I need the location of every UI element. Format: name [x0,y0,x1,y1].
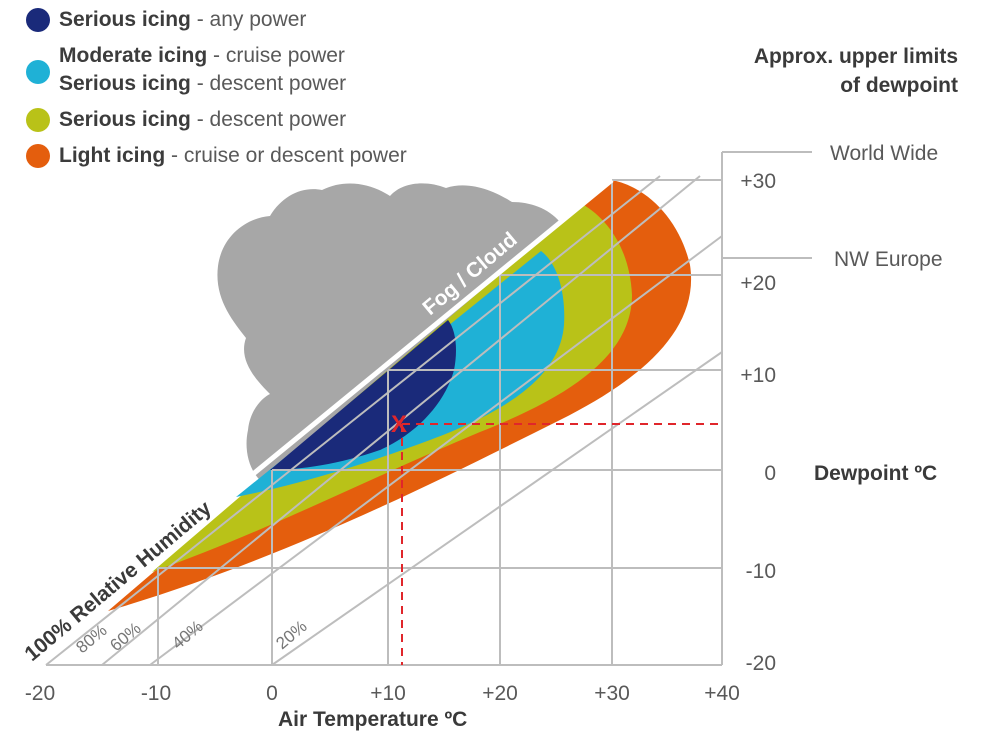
rh-80-line [45,175,661,666]
y-axis-ticks: +30 +20 +10 0 -10 -20 [740,170,776,675]
y-tick: +10 [740,364,776,387]
legend-item-serious-descent: Serious icing - descent power [26,106,407,134]
marker-guides [401,423,722,665]
air-temperature-axis-title: Air Temperature ºC [278,708,468,731]
y-tick: -10 [746,560,776,583]
limits-title-line2: of dewpoint [840,74,958,97]
serious-icing-any-region [270,320,456,470]
x-tick: -10 [141,682,171,705]
y-tick: -20 [746,652,776,675]
x-tick: +20 [482,682,518,705]
x-axis-ticks: -20 -10 0 +10 +20 +30 +40 [25,682,740,705]
moderate-icing-swatch [26,60,50,84]
world-wide-label: World Wide [830,142,939,165]
rh-20-line [271,351,723,666]
light-icing-swatch [26,144,50,168]
humidity-lines [45,175,723,666]
y-tick: +20 [740,272,776,295]
serious-icing-swatch [26,8,50,32]
x-tick: 0 [266,682,278,705]
legend-item-serious-any: Serious icing - any power [26,6,407,34]
legend-item-light: Light icing - cruise or descent power [26,142,407,170]
dewpoint-limits-title: Approx. upper limits of dewpoint [754,42,958,100]
condition-marker: X [391,411,407,438]
x-tick: +10 [370,682,406,705]
legend-label: Light icing - cruise or descent power [59,144,407,167]
dewpoint-axis-title: Dewpoint ºC [814,462,938,485]
legend-item-moderate: Moderate icing - cruise power Serious ic… [26,42,407,98]
x-tick: +40 [704,682,740,705]
x-tick: +30 [594,682,630,705]
rh-100-line [18,178,614,667]
cloud-shape [217,183,561,483]
serious-descent-swatch [26,108,50,132]
rh-20-label: 20% [272,617,310,653]
nw-europe-label: NW Europe [834,248,943,271]
legend-label: Moderate icing - cruise power Serious ic… [59,44,347,95]
x-tick: -20 [25,682,55,705]
y-tick: 0 [764,462,776,485]
legend: Serious icing - any power Moderate icing… [26,6,407,178]
dewpoint-gridlines [46,179,722,666]
limits-title-line1: Approx. upper limits [753,45,958,68]
rh-60-label: 60% [106,619,144,655]
y-tick: +30 [740,170,776,193]
legend-label: Serious icing - any power [59,8,307,31]
rh-40-line [149,235,723,666]
rh-60-line [101,175,701,666]
legend-label: Serious icing - descent power [59,108,347,131]
